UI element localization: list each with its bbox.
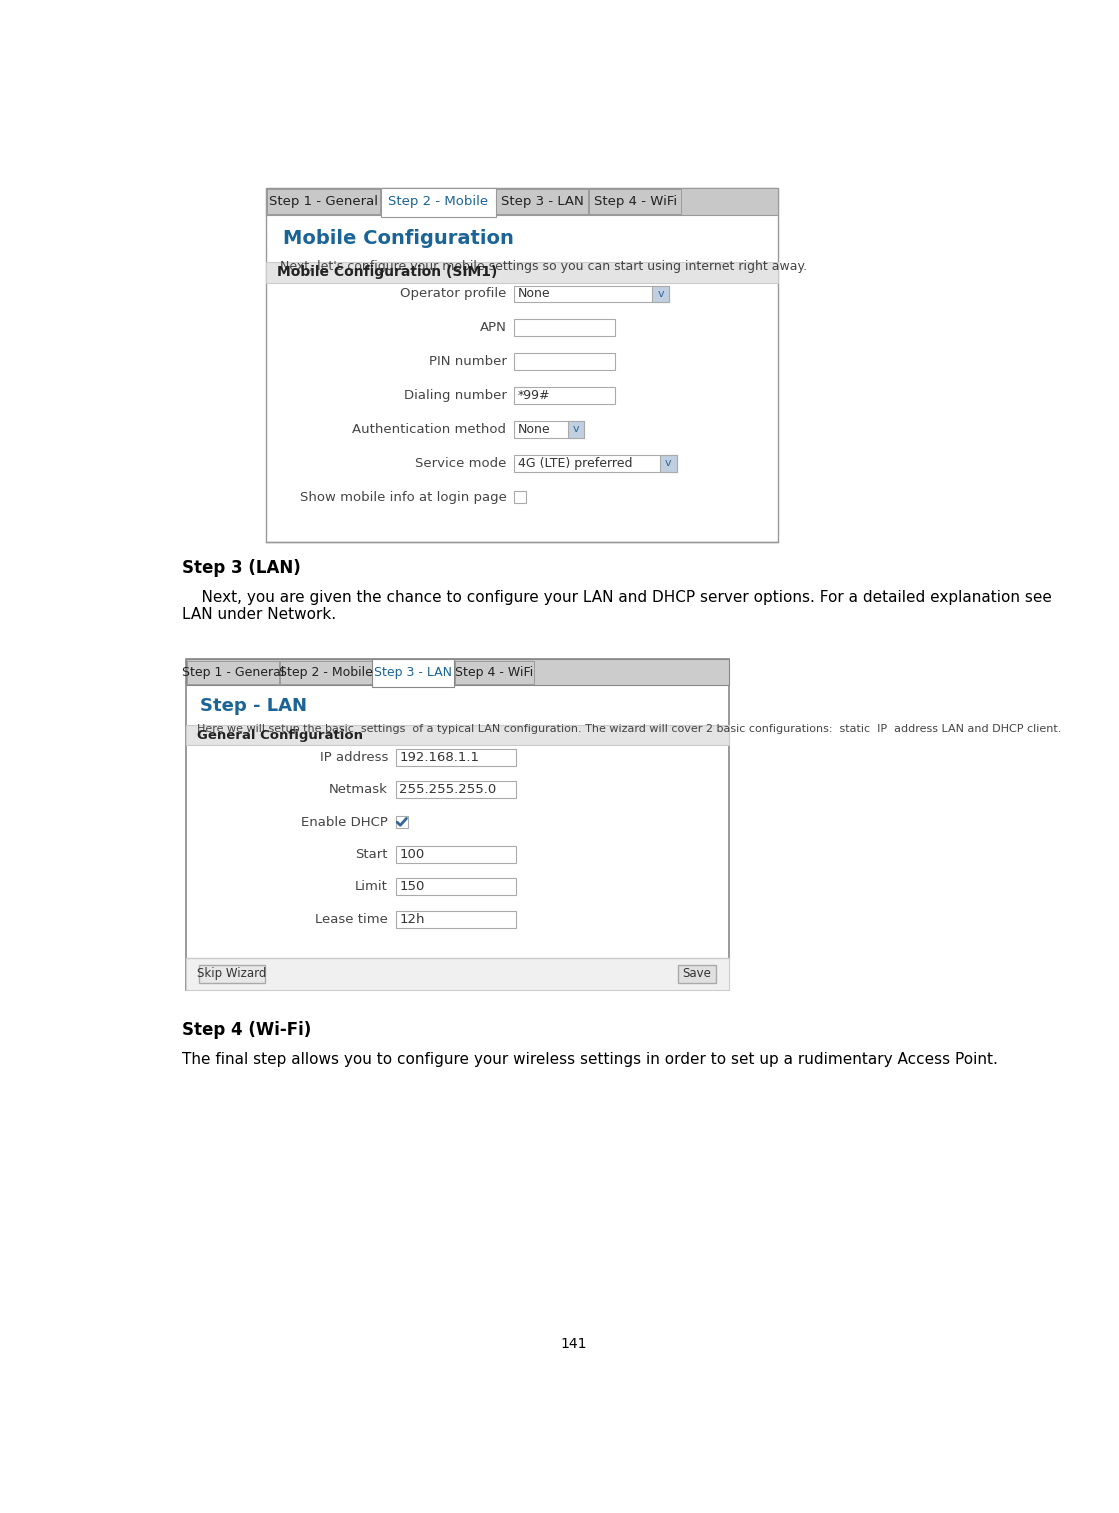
Text: 4G (LTE) preferred: 4G (LTE) preferred <box>518 457 632 471</box>
FancyBboxPatch shape <box>652 286 669 303</box>
FancyBboxPatch shape <box>590 189 680 213</box>
Text: Step - LAN: Step - LAN <box>200 697 308 716</box>
Text: Step 4 - WiFi: Step 4 - WiFi <box>455 666 534 678</box>
Text: Limit: Limit <box>355 881 388 893</box>
Text: Step 1 - General: Step 1 - General <box>269 195 378 209</box>
Text: APN: APN <box>480 321 507 334</box>
FancyBboxPatch shape <box>396 879 516 896</box>
Text: Step 4 - WiFi: Step 4 - WiFi <box>593 195 677 209</box>
FancyBboxPatch shape <box>515 421 584 437</box>
FancyBboxPatch shape <box>396 749 516 766</box>
Text: 255.255.255.0: 255.255.255.0 <box>399 784 497 796</box>
FancyBboxPatch shape <box>515 387 615 404</box>
Text: None: None <box>518 424 551 436</box>
Text: Operator profile: Operator profile <box>401 287 507 301</box>
Text: PIN number: PIN number <box>429 356 507 368</box>
Text: Authentication method: Authentication method <box>352 424 507 436</box>
Text: Mobile Configuration: Mobile Configuration <box>283 230 514 248</box>
Text: v: v <box>657 289 664 300</box>
Text: 12h: 12h <box>399 912 425 926</box>
FancyBboxPatch shape <box>187 660 728 685</box>
FancyBboxPatch shape <box>187 958 728 990</box>
Text: Dialing number: Dialing number <box>404 389 507 402</box>
FancyBboxPatch shape <box>396 781 516 799</box>
Text: Lease time: Lease time <box>316 912 388 926</box>
Text: Step 2 - Mobile: Step 2 - Mobile <box>388 195 488 209</box>
FancyBboxPatch shape <box>396 816 408 828</box>
FancyBboxPatch shape <box>515 492 526 502</box>
FancyBboxPatch shape <box>454 661 535 684</box>
Text: IP address: IP address <box>320 750 388 764</box>
FancyBboxPatch shape <box>187 660 728 990</box>
FancyBboxPatch shape <box>515 286 669 303</box>
FancyBboxPatch shape <box>515 319 615 336</box>
Text: 141: 141 <box>561 1336 586 1351</box>
Text: v: v <box>573 425 580 434</box>
FancyBboxPatch shape <box>515 455 677 472</box>
FancyBboxPatch shape <box>266 188 778 215</box>
Text: The final step allows you to configure your wireless settings in order to set up: The final step allows you to configure y… <box>182 1052 998 1067</box>
FancyBboxPatch shape <box>280 661 372 684</box>
Text: Mobile Configuration (SIM1): Mobile Configuration (SIM1) <box>278 265 498 280</box>
Text: Service mode: Service mode <box>415 457 507 471</box>
FancyBboxPatch shape <box>497 189 587 213</box>
FancyBboxPatch shape <box>267 189 380 213</box>
Text: Netmask: Netmask <box>329 784 388 796</box>
FancyBboxPatch shape <box>568 421 584 437</box>
FancyBboxPatch shape <box>373 660 453 687</box>
Text: Next, let's configure your mobile settings so you can start using internet right: Next, let's configure your mobile settin… <box>280 260 807 274</box>
Text: Step 3 - LAN: Step 3 - LAN <box>374 666 452 678</box>
FancyBboxPatch shape <box>660 455 677 472</box>
Text: 192.168.1.1: 192.168.1.1 <box>399 750 480 764</box>
Text: Step 3 (LAN): Step 3 (LAN) <box>182 558 301 576</box>
Text: Show mobile info at login page: Show mobile info at login page <box>300 490 507 504</box>
FancyBboxPatch shape <box>266 262 778 283</box>
Text: Here we will setup the basic  settings  of a typical LAN configuration. The wiza: Here we will setup the basic settings of… <box>197 723 1062 734</box>
FancyBboxPatch shape <box>266 188 778 542</box>
Text: Step 4 (Wi-Fi): Step 4 (Wi-Fi) <box>182 1021 312 1039</box>
FancyBboxPatch shape <box>187 661 279 684</box>
Text: 100: 100 <box>399 849 425 861</box>
FancyBboxPatch shape <box>187 725 728 746</box>
Text: 150: 150 <box>399 881 425 893</box>
Text: *99#: *99# <box>518 389 551 402</box>
Text: Save: Save <box>683 967 712 980</box>
FancyBboxPatch shape <box>678 965 716 983</box>
FancyBboxPatch shape <box>515 353 615 371</box>
FancyBboxPatch shape <box>396 911 516 927</box>
Text: v: v <box>665 458 671 469</box>
Text: Skip Wizard: Skip Wizard <box>197 967 266 980</box>
Text: Step 1 - General: Step 1 - General <box>181 666 284 678</box>
Text: Enable DHCP: Enable DHCP <box>301 816 388 829</box>
Text: Step 2 - Mobile: Step 2 - Mobile <box>279 666 373 678</box>
Text: General Configuration: General Configuration <box>197 729 364 741</box>
Text: LAN under Network.: LAN under Network. <box>182 607 337 622</box>
FancyBboxPatch shape <box>380 188 496 216</box>
Text: Next, you are given the chance to configure your LAN and DHCP server options. Fo: Next, you are given the chance to config… <box>182 590 1052 605</box>
Text: None: None <box>518 287 551 301</box>
FancyBboxPatch shape <box>396 846 516 862</box>
Text: Step 3 - LAN: Step 3 - LAN <box>500 195 583 209</box>
Text: Start: Start <box>356 849 388 861</box>
FancyBboxPatch shape <box>199 965 265 983</box>
